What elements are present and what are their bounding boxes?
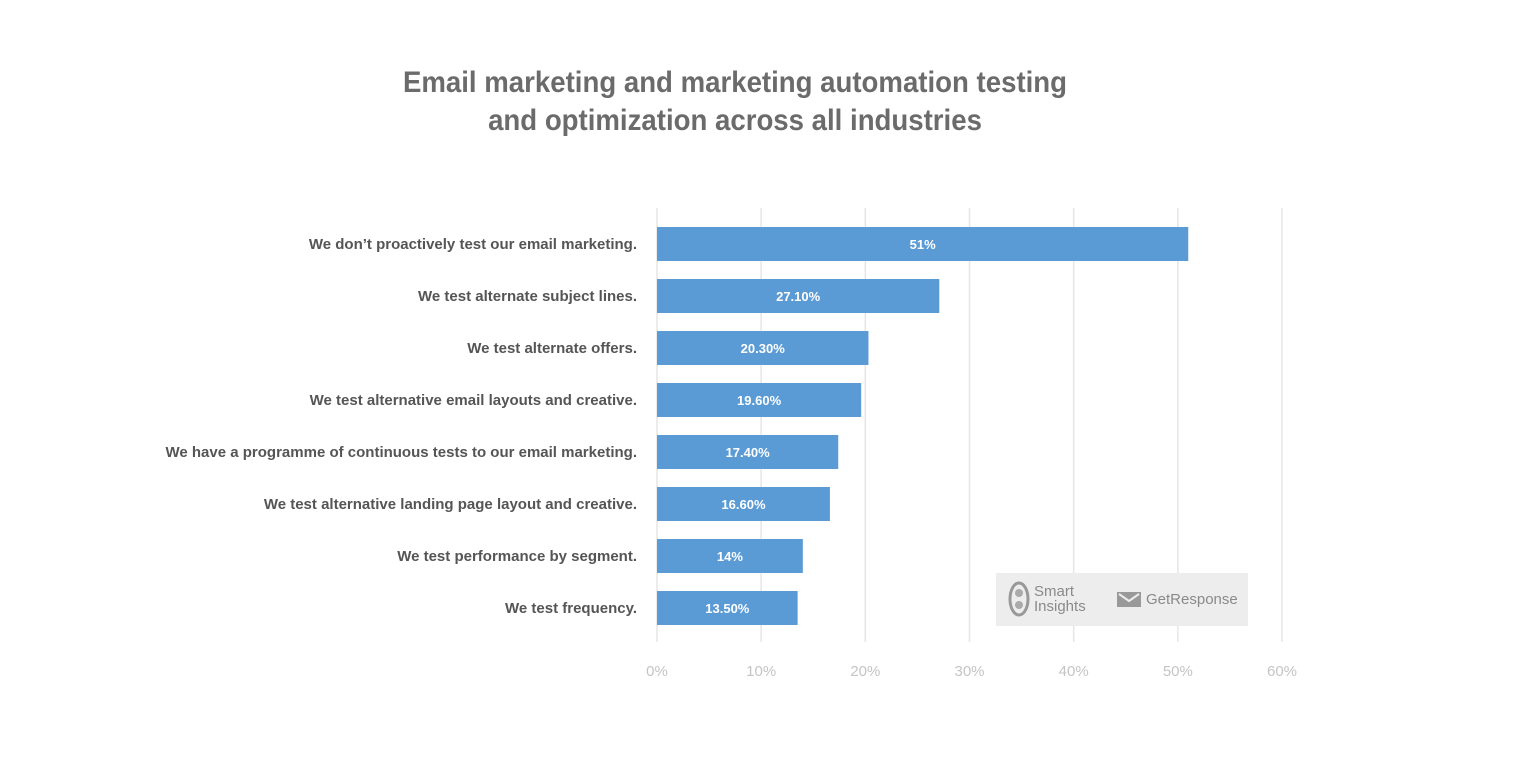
bar-value-label: 27.10%	[776, 289, 821, 304]
bar-value-label: 20.30%	[741, 341, 786, 356]
bar-value-label: 51%	[910, 237, 936, 252]
getresponse-logo-text: GetResponse	[1146, 591, 1238, 608]
bar	[657, 435, 839, 469]
bar	[657, 227, 1189, 261]
category-label: We test alternative email layouts and cr…	[310, 392, 637, 409]
category-label: We test alternate subject lines.	[418, 288, 637, 305]
category-label: We don’t proactively test our email mark…	[309, 236, 637, 253]
bar-value-label: 14%	[717, 549, 743, 564]
category-label: We test frequency.	[505, 600, 637, 617]
bar	[657, 591, 798, 625]
bar	[657, 279, 940, 313]
category-label: We test alternative landing page layout …	[264, 496, 637, 513]
bar-value-label: 17.40%	[726, 445, 771, 460]
category-label: We have a programme of continuous tests …	[166, 444, 638, 461]
smart-insights-logo-line1: Smart	[1034, 583, 1075, 600]
x-tick-label: 50%	[1163, 663, 1193, 680]
bar-value-label: 13.50%	[705, 601, 750, 616]
x-tick-label: 30%	[954, 663, 984, 680]
chart-title: Email marketing and marketing automation…	[59, 64, 1411, 140]
smart-insights-logo-icon	[1008, 581, 1030, 617]
branding-box: Smart Insights GetResponse	[996, 573, 1248, 626]
x-tick-label: 40%	[1059, 663, 1089, 680]
bar	[657, 487, 830, 521]
category-label: We test alternate offers.	[467, 340, 637, 357]
x-tick-label: 10%	[746, 663, 776, 680]
x-tick-label: 60%	[1267, 663, 1297, 680]
smart-insights-logo-line2: Insights	[1034, 598, 1086, 615]
bar	[657, 383, 862, 417]
category-label: We test performance by segment.	[397, 548, 637, 565]
bar	[657, 331, 869, 365]
chart-title-line-1: Email marketing and marketing automation…	[402, 66, 1068, 99]
x-tick-label: 0%	[646, 663, 668, 680]
bar	[657, 539, 803, 573]
x-tick-label: 20%	[850, 663, 880, 680]
bar-value-label: 16.60%	[721, 497, 766, 512]
getresponse-envelope-icon	[1117, 592, 1141, 607]
chart-title-line-2: and optimization across all industries	[488, 104, 982, 137]
bar-value-label: 19.60%	[737, 393, 782, 408]
